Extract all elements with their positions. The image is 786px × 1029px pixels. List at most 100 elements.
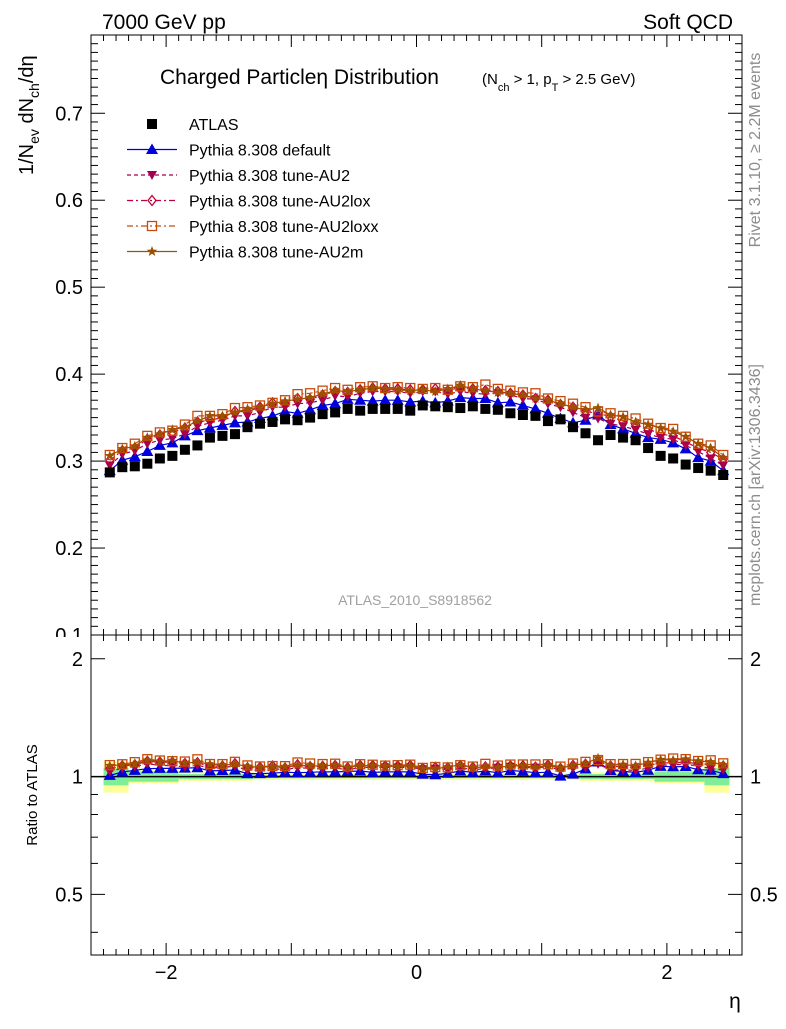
atlas-point: [129, 461, 140, 472]
legend-marker-pythia-8-308-tune-au2lox: [147, 194, 157, 207]
pythia-8-308-tune-au2m-ratio-point: [392, 760, 403, 771]
pythia-8-308-tune-au2m-point: [467, 383, 479, 394]
pythia-8-308-tune-au2m-point: [279, 395, 291, 406]
pythia-8-308-tune-au2m-ratio-point: [492, 761, 504, 772]
pythia-8-308-default-point: [366, 395, 379, 406]
pythia-8-308-tune-au2m-point: [292, 393, 303, 404]
atlas-point: [167, 450, 178, 461]
pythia-8-308-tune-au2m-ratio-point: [480, 761, 491, 772]
pythia-8-308-tune-au2m-ratio-point: [354, 760, 366, 770]
pythia-8-308-tune-au2m-ratio-point: [630, 760, 641, 771]
chart-title-cuts: (Nch > 1, pT > 2.5 GeV): [482, 71, 635, 94]
atlas-point: [567, 422, 578, 433]
legend-marker-pythia-8-308-tune-au2loxx: [146, 220, 158, 232]
pythia-8-308-tune-au2m-ratio-point: [117, 759, 128, 770]
pythia-8-308-tune-au2m-ratio-point: [229, 758, 241, 769]
legend-label-pythia-8-308-tune-au2: Pythia 8.308 tune-AU2: [189, 168, 350, 185]
legend-label-pythia-8-308-tune-au2lox: Pythia 8.308 tune-AU2lox: [189, 194, 370, 211]
pythia-8-308-tune-au2m-point: [480, 385, 491, 396]
pythia-8-308-tune-au2loxx-ratio-point: [492, 760, 504, 771]
y-axis-label: 1/Nev dNch/dη: [16, 55, 42, 175]
pythia-8-308-tune-au2-line: [109, 390, 724, 466]
x-tick-label: 0: [411, 962, 422, 984]
y-tick-label: 0.4: [55, 364, 83, 386]
pythia-8-308-default-ratio-point: [566, 768, 579, 779]
rivet-label: Rivet 3.1.10, ≥ 2.2M events: [747, 53, 764, 248]
pythia-8-308-tune-au2loxx-ratio-point: [430, 761, 441, 773]
pythia-8-308-tune-au2m-ratio-point: [167, 755, 178, 766]
pythia-8-308-tune-au2lox-point: [430, 382, 441, 395]
pythia-8-308-tune-au2m-point: [167, 424, 178, 435]
atlas-point: [117, 462, 128, 473]
pythia-8-308-tune-au2lox-ratio-point: [392, 759, 403, 773]
pythia-8-308-tune-au2m-ratio-point: [517, 760, 529, 771]
legend: ATLAS Pythia 8.308 default Pythia 8.308 tu…: [127, 117, 378, 262]
x-tick-label: −2: [155, 962, 178, 984]
atlas-point: [204, 432, 215, 443]
pythia-8-308-tune-au2m-ratio-point: [254, 761, 266, 772]
pythia-8-308-tune-au2lox-point: [292, 392, 303, 405]
header-left: 7000 GeV pp: [102, 11, 226, 34]
legend-label-atlas: ATLAS: [189, 117, 239, 134]
pythia-8-308-tune-au2m-ratio-point: [267, 761, 278, 771]
legend-label-pythia-8-308-default: Pythia 8.308 default: [189, 143, 331, 160]
pythia-8-308-tune-au2m-ratio-point: [142, 754, 153, 765]
pythia-8-308-tune-au2m-point: [154, 428, 166, 439]
pythia-8-308-tune-au2m-ratio-point: [192, 756, 203, 767]
atlas-point: [705, 465, 716, 476]
atlas-point: [154, 453, 165, 464]
y-tick-label: 0.6: [55, 190, 83, 212]
pythia-8-308-tune-au2-ratio-line: [109, 763, 724, 773]
pythia-8-308-tune-au2m-point: [605, 409, 616, 420]
pythia-8-308-tune-au2m-ratio-point: [129, 758, 141, 769]
atlas-point: [367, 403, 378, 414]
pythia-8-308-tune-au2lox-point: [230, 405, 240, 418]
pythia-8-308-tune-au2m-ratio-point: [567, 759, 579, 770]
atlas-point: [643, 443, 654, 454]
pythia-8-308-tune-au2m-ratio-point: [442, 761, 454, 772]
pythia-8-308-tune-au2m-ratio-point: [417, 762, 428, 773]
atlas-point: [217, 430, 228, 441]
pythia-8-308-tune-au2m-ratio-point: [642, 757, 654, 768]
atlas-point: [480, 403, 491, 414]
atlas-point: [392, 403, 403, 414]
pythia-8-308-tune-au2m-point: [455, 379, 466, 390]
atlas-point: [192, 440, 203, 451]
atlas-point: [530, 410, 541, 421]
ratio-tick-label-left: 2: [72, 649, 83, 671]
pythia-8-308-default-point: [128, 450, 141, 462]
x-tick-label: 2: [661, 962, 672, 984]
pythia-8-308-tune-au2m-ratio-point: [104, 760, 116, 771]
pythia-8-308-tune-au2-point: [705, 454, 716, 464]
pythia-8-308-tune-au2m-point: [667, 426, 679, 436]
atlas-point: [255, 418, 266, 429]
pythia-8-308-default-point: [454, 391, 467, 403]
pythia-8-308-default-point: [692, 451, 705, 463]
pythia-8-308-tune-au2m-point: [542, 394, 554, 405]
atlas-point: [280, 414, 291, 425]
pythia-8-308-default-point: [141, 445, 154, 457]
pythia-8-308-tune-au2m-ratio-point: [329, 759, 341, 770]
ratio-tick-label-right: 1: [750, 767, 761, 789]
pythia-8-308-tune-au2m-ratio-point: [292, 759, 303, 770]
ratio-tick-label-left: 0.5: [55, 884, 83, 906]
pythia-8-308-tune-au2m-point: [642, 419, 654, 430]
pythia-8-308-tune-au2m-ratio-point: [717, 759, 729, 770]
pythia-8-308-tune-au2loxx-ratio-point: [317, 758, 328, 770]
pythia-8-308-tune-au2m-ratio-point: [530, 761, 541, 772]
pythia-8-308-default-point: [491, 396, 504, 408]
pythia-8-308-tune-au2lox-ratio-point: [104, 762, 115, 775]
pythia-8-308-tune-au2m-ratio-point: [692, 755, 704, 766]
pythia-8-308-tune-au2m-ratio-point: [505, 760, 516, 771]
pythia-8-308-tune-au2m-point: [517, 389, 529, 400]
pythia-8-308-default-point: [379, 394, 392, 405]
y-tick-label: 0.7: [55, 103, 83, 125]
atlas-point: [229, 429, 240, 440]
pythia-8-308-tune-au2loxx-point: [242, 402, 253, 413]
pythia-8-308-tune-au2m-point: [692, 438, 704, 449]
pythia-8-308-tune-au2m-ratio-point: [580, 757, 591, 768]
pythia-8-308-tune-au2m-ratio-point: [279, 761, 291, 772]
atlas-point: [417, 400, 428, 411]
atlas-point: [492, 404, 503, 415]
